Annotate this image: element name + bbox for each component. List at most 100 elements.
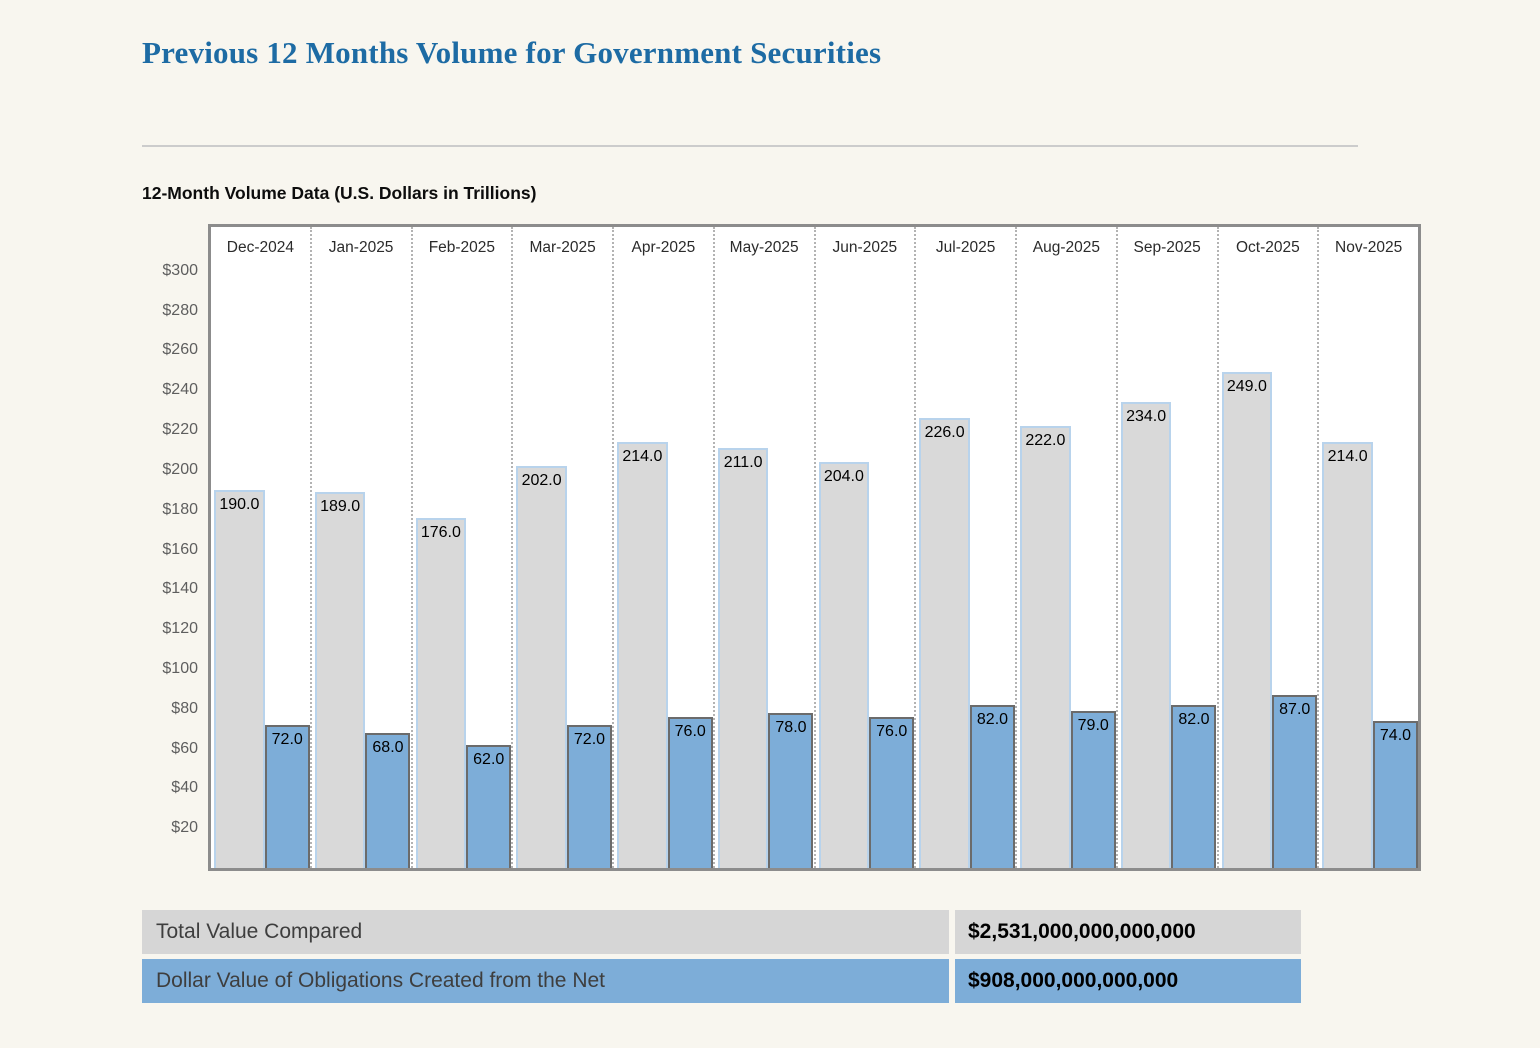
bar-value-label: 68.0 — [372, 739, 404, 756]
month-column: Feb-2025 176.0 62.0 — [413, 227, 514, 868]
month-column: Sep-2025 234.0 82.0 — [1118, 227, 1219, 868]
y-axis-tick-label: $220 — [162, 421, 198, 439]
month-label: May-2025 — [729, 239, 799, 256]
month-label: Feb-2025 — [428, 239, 496, 256]
obligations-bar: 82.0 — [969, 705, 1015, 868]
month-label: Apr-2025 — [631, 239, 696, 256]
bar-value-label: 78.0 — [775, 719, 807, 736]
bar-value-label: 234.0 — [1126, 408, 1167, 425]
bar-value-label: 62.0 — [473, 751, 505, 768]
bar-pair: 234.0 82.0 — [1118, 227, 1217, 868]
month-column: Nov-2025 214.0 74.0 — [1319, 227, 1418, 868]
month-column: Jan-2025 189.0 68.0 — [312, 227, 413, 868]
month-label: Jan-2025 — [328, 239, 394, 256]
summary-row-label: Total Value Compared — [142, 910, 949, 954]
y-axis-tick-label: $180 — [162, 500, 198, 518]
obligations-bar: 87.0 — [1272, 695, 1318, 868]
section-divider — [142, 145, 1358, 147]
volume-bar-chart: $20 $40 $60 $80 $100 $120 $140 $160 $180 $200 $220… — [142, 224, 1540, 871]
y-axis: $20 $40 $60 $80 $100 $120 $140 $160 $180 $200 $220… — [142, 224, 208, 871]
bar-value-label: 222.0 — [1025, 432, 1066, 449]
month-column: May-2025 211.0 78.0 — [715, 227, 816, 868]
bar-value-label: 202.0 — [521, 472, 562, 489]
chart-heading: 12-Month Volume Data (U.S. Dollars in Tr… — [142, 183, 537, 203]
bar-value-label: 79.0 — [1077, 717, 1109, 734]
y-axis-tick-label: $300 — [162, 261, 198, 279]
total-value-bar: 204.0 — [818, 462, 870, 868]
bar-pair: 190.0 72.0 — [211, 227, 310, 868]
obligations-bar: 74.0 — [1372, 721, 1418, 868]
bar-value-label: 226.0 — [924, 424, 965, 441]
bar-value-label: 87.0 — [1279, 701, 1311, 718]
bar-value-label: 82.0 — [1178, 711, 1210, 728]
total-value-bar: 202.0 — [516, 466, 567, 868]
y-axis-tick-label: $240 — [162, 381, 198, 399]
y-axis-tick-label: $160 — [162, 540, 198, 558]
bar-value-label: 204.0 — [823, 468, 864, 485]
bar-value-label: 214.0 — [1327, 448, 1368, 465]
bar-value-label: 214.0 — [622, 448, 663, 465]
y-axis-tick-label: $80 — [171, 699, 198, 717]
total-value-bar: 222.0 — [1020, 426, 1071, 868]
obligations-bar: 79.0 — [1070, 711, 1116, 868]
total-value-bar: 189.0 — [314, 492, 366, 868]
month-label: Mar-2025 — [529, 239, 596, 256]
bar-value-label: 249.0 — [1226, 378, 1267, 395]
bar-value-label: 190.0 — [219, 496, 260, 513]
y-axis-tick-label: $200 — [162, 460, 198, 478]
month-label: Jul-2025 — [935, 239, 996, 256]
bar-value-label: 82.0 — [976, 711, 1009, 728]
page-title: Previous 12 Months Volume for Government… — [142, 35, 882, 70]
month-column: Aug-2025 222.0 79.0 — [1017, 227, 1118, 868]
bar-pair: 189.0 68.0 — [312, 227, 411, 868]
obligations-bar: 72.0 — [264, 725, 310, 868]
obligations-bar: 72.0 — [566, 725, 612, 868]
bar-value-label: 72.0 — [573, 731, 606, 748]
month-label: Jun-2025 — [832, 239, 898, 256]
total-value-bar: 249.0 — [1221, 372, 1273, 868]
bar-value-label: 189.0 — [320, 498, 361, 515]
bar-pair: 222.0 79.0 — [1017, 227, 1116, 868]
month-label: Dec-2024 — [226, 239, 294, 256]
bar-value-label: 74.0 — [1379, 727, 1412, 744]
bar-value-label: 72.0 — [271, 731, 303, 748]
y-axis-tick-label: $140 — [162, 580, 198, 598]
month-column: Jun-2025 204.0 76.0 — [816, 227, 917, 868]
summary-row-value: $908,000,000,000,000 — [955, 959, 1301, 1003]
obligations-bar: 68.0 — [365, 733, 411, 868]
y-axis-tick-label: $280 — [162, 301, 198, 319]
y-axis-tick-label: $60 — [171, 739, 198, 757]
obligations-bar: 76.0 — [869, 717, 915, 868]
y-axis-tick-label: $120 — [162, 620, 198, 638]
obligations-bar: 76.0 — [667, 717, 713, 868]
summary-row: Total Value Compared $2,531,000,000,000,0… — [142, 910, 1301, 954]
bar-pair: 249.0 87.0 — [1219, 227, 1318, 868]
bar-value-label: 176.0 — [420, 524, 461, 541]
bar-value-label: 76.0 — [876, 723, 908, 740]
total-value-bar: 190.0 — [214, 490, 265, 868]
plot-area: Dec-2024 190.0 72.0 Jan-2025 189.0 68.0 Feb-20… — [208, 224, 1421, 871]
y-axis-tick-label: $40 — [171, 779, 198, 797]
month-column: Mar-2025 202.0 72.0 — [513, 227, 614, 868]
bar-pair: 202.0 72.0 — [513, 227, 612, 868]
month-label: Aug-2025 — [1032, 239, 1100, 256]
total-value-bar: 211.0 — [717, 448, 769, 868]
bar-pair: 211.0 78.0 — [715, 227, 814, 868]
total-value-bar: 214.0 — [617, 442, 668, 868]
summary-table: Total Value Compared $2,531,000,000,000,0… — [142, 910, 1301, 1003]
month-label: Oct-2025 — [1235, 239, 1300, 256]
y-axis-tick-label: $20 — [171, 819, 198, 837]
obligations-bar: 78.0 — [768, 713, 814, 868]
month-column: Apr-2025 214.0 76.0 — [614, 227, 715, 868]
y-axis-tick-label: $260 — [162, 341, 198, 359]
bar-pair: 214.0 74.0 — [1319, 227, 1418, 868]
obligations-bar: 82.0 — [1171, 705, 1217, 868]
bar-pair: 226.0 82.0 — [916, 227, 1015, 868]
bar-value-label: 76.0 — [674, 723, 706, 740]
total-value-bar: 214.0 — [1322, 442, 1373, 868]
summary-row-label: Dollar Value of Obligations Created from… — [142, 959, 949, 1003]
bar-value-label: 211.0 — [723, 454, 763, 471]
total-value-bar: 176.0 — [415, 518, 467, 868]
month-label: Sep-2025 — [1133, 239, 1201, 256]
